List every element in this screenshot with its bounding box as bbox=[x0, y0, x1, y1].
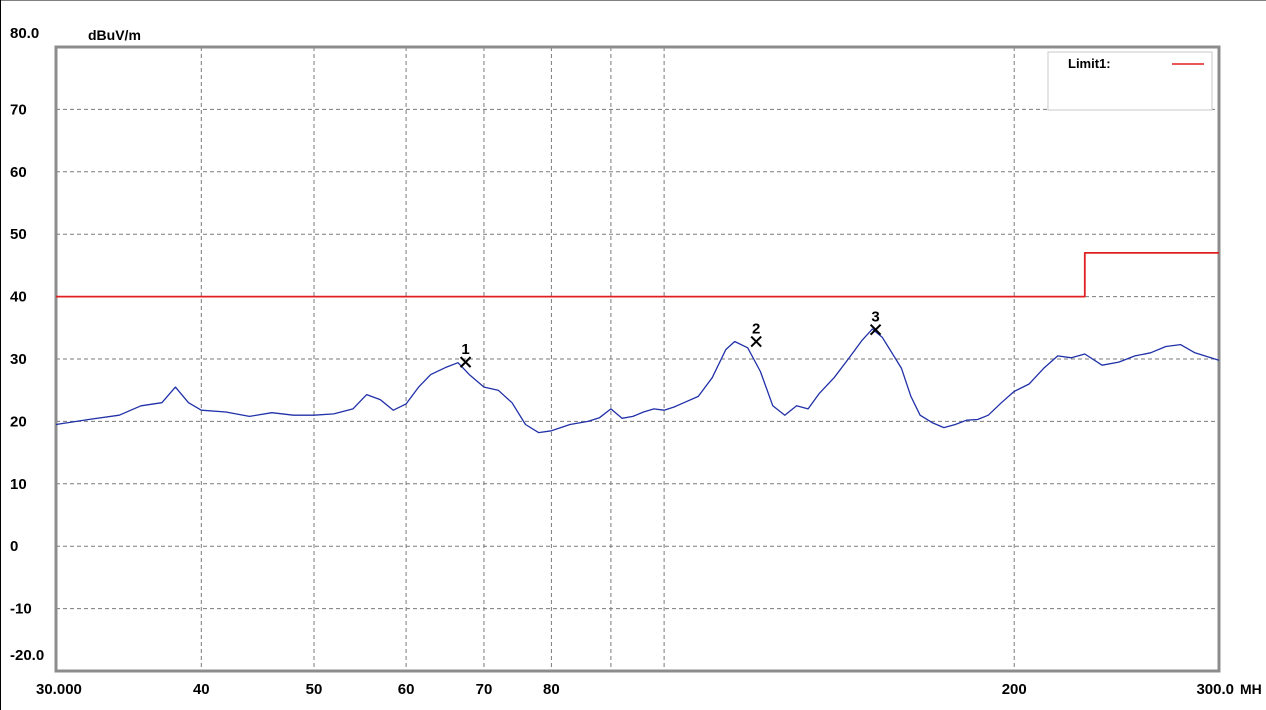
y-tick-label: 0 bbox=[10, 538, 18, 555]
limit1-line bbox=[56, 251, 1219, 298]
y-tick-label: 40 bbox=[10, 289, 27, 306]
measurement-trace bbox=[55, 328, 1220, 434]
x-tick-label: 70 bbox=[476, 681, 493, 698]
x-tick-label: 60 bbox=[398, 681, 415, 698]
marker-layer: 1 2 3 bbox=[459, 309, 882, 368]
y-axis-unit-label: dBuV/m bbox=[88, 27, 141, 43]
y-tick-label: 70 bbox=[10, 101, 27, 118]
y-tick-label: -20.0 bbox=[10, 647, 44, 664]
y-tick-label: 50 bbox=[10, 226, 27, 243]
grid bbox=[56, 47, 1219, 671]
tick-labels: 80.0 70 60 50 40 30 20 10 0 -10 -20.0 30.000 40 50 60 7… bbox=[10, 25, 1234, 698]
marker-3: 3 bbox=[869, 309, 882, 336]
x-axis-unit-label: MH bbox=[1240, 681, 1262, 697]
y-tick-label: 60 bbox=[10, 164, 27, 181]
x-tick-label: 300.0 bbox=[1196, 681, 1234, 698]
y-tick-label: 20 bbox=[10, 413, 27, 430]
x-tick-label: 40 bbox=[193, 681, 210, 698]
x-tick-label: 200 bbox=[1002, 681, 1027, 698]
marker-2: 2 bbox=[750, 321, 762, 348]
series-layer bbox=[55, 251, 1220, 434]
legend: Limit1: bbox=[1047, 51, 1213, 111]
x-tick-label: 50 bbox=[306, 681, 323, 698]
y-tick-label: 80.0 bbox=[10, 25, 39, 42]
y-tick-label: -10 bbox=[10, 601, 32, 618]
plot-area-border bbox=[54, 45, 1221, 673]
y-tick-label: 30 bbox=[10, 351, 27, 368]
x-tick-label: 80 bbox=[543, 681, 560, 698]
marker-cross-icon bbox=[459, 356, 472, 368]
marker-cross-icon bbox=[869, 323, 882, 336]
marker-cross-icon bbox=[750, 335, 762, 348]
marker-label: 1 bbox=[461, 341, 469, 358]
marker-label: 2 bbox=[752, 321, 760, 338]
legend-label-limit1: Limit1: bbox=[1068, 56, 1111, 71]
x-tick-label: 30.000 bbox=[36, 681, 82, 698]
y-tick-label: 10 bbox=[10, 476, 27, 493]
legend-box bbox=[1047, 51, 1213, 111]
marker-1: 1 bbox=[459, 341, 472, 368]
marker-label: 3 bbox=[871, 309, 879, 326]
